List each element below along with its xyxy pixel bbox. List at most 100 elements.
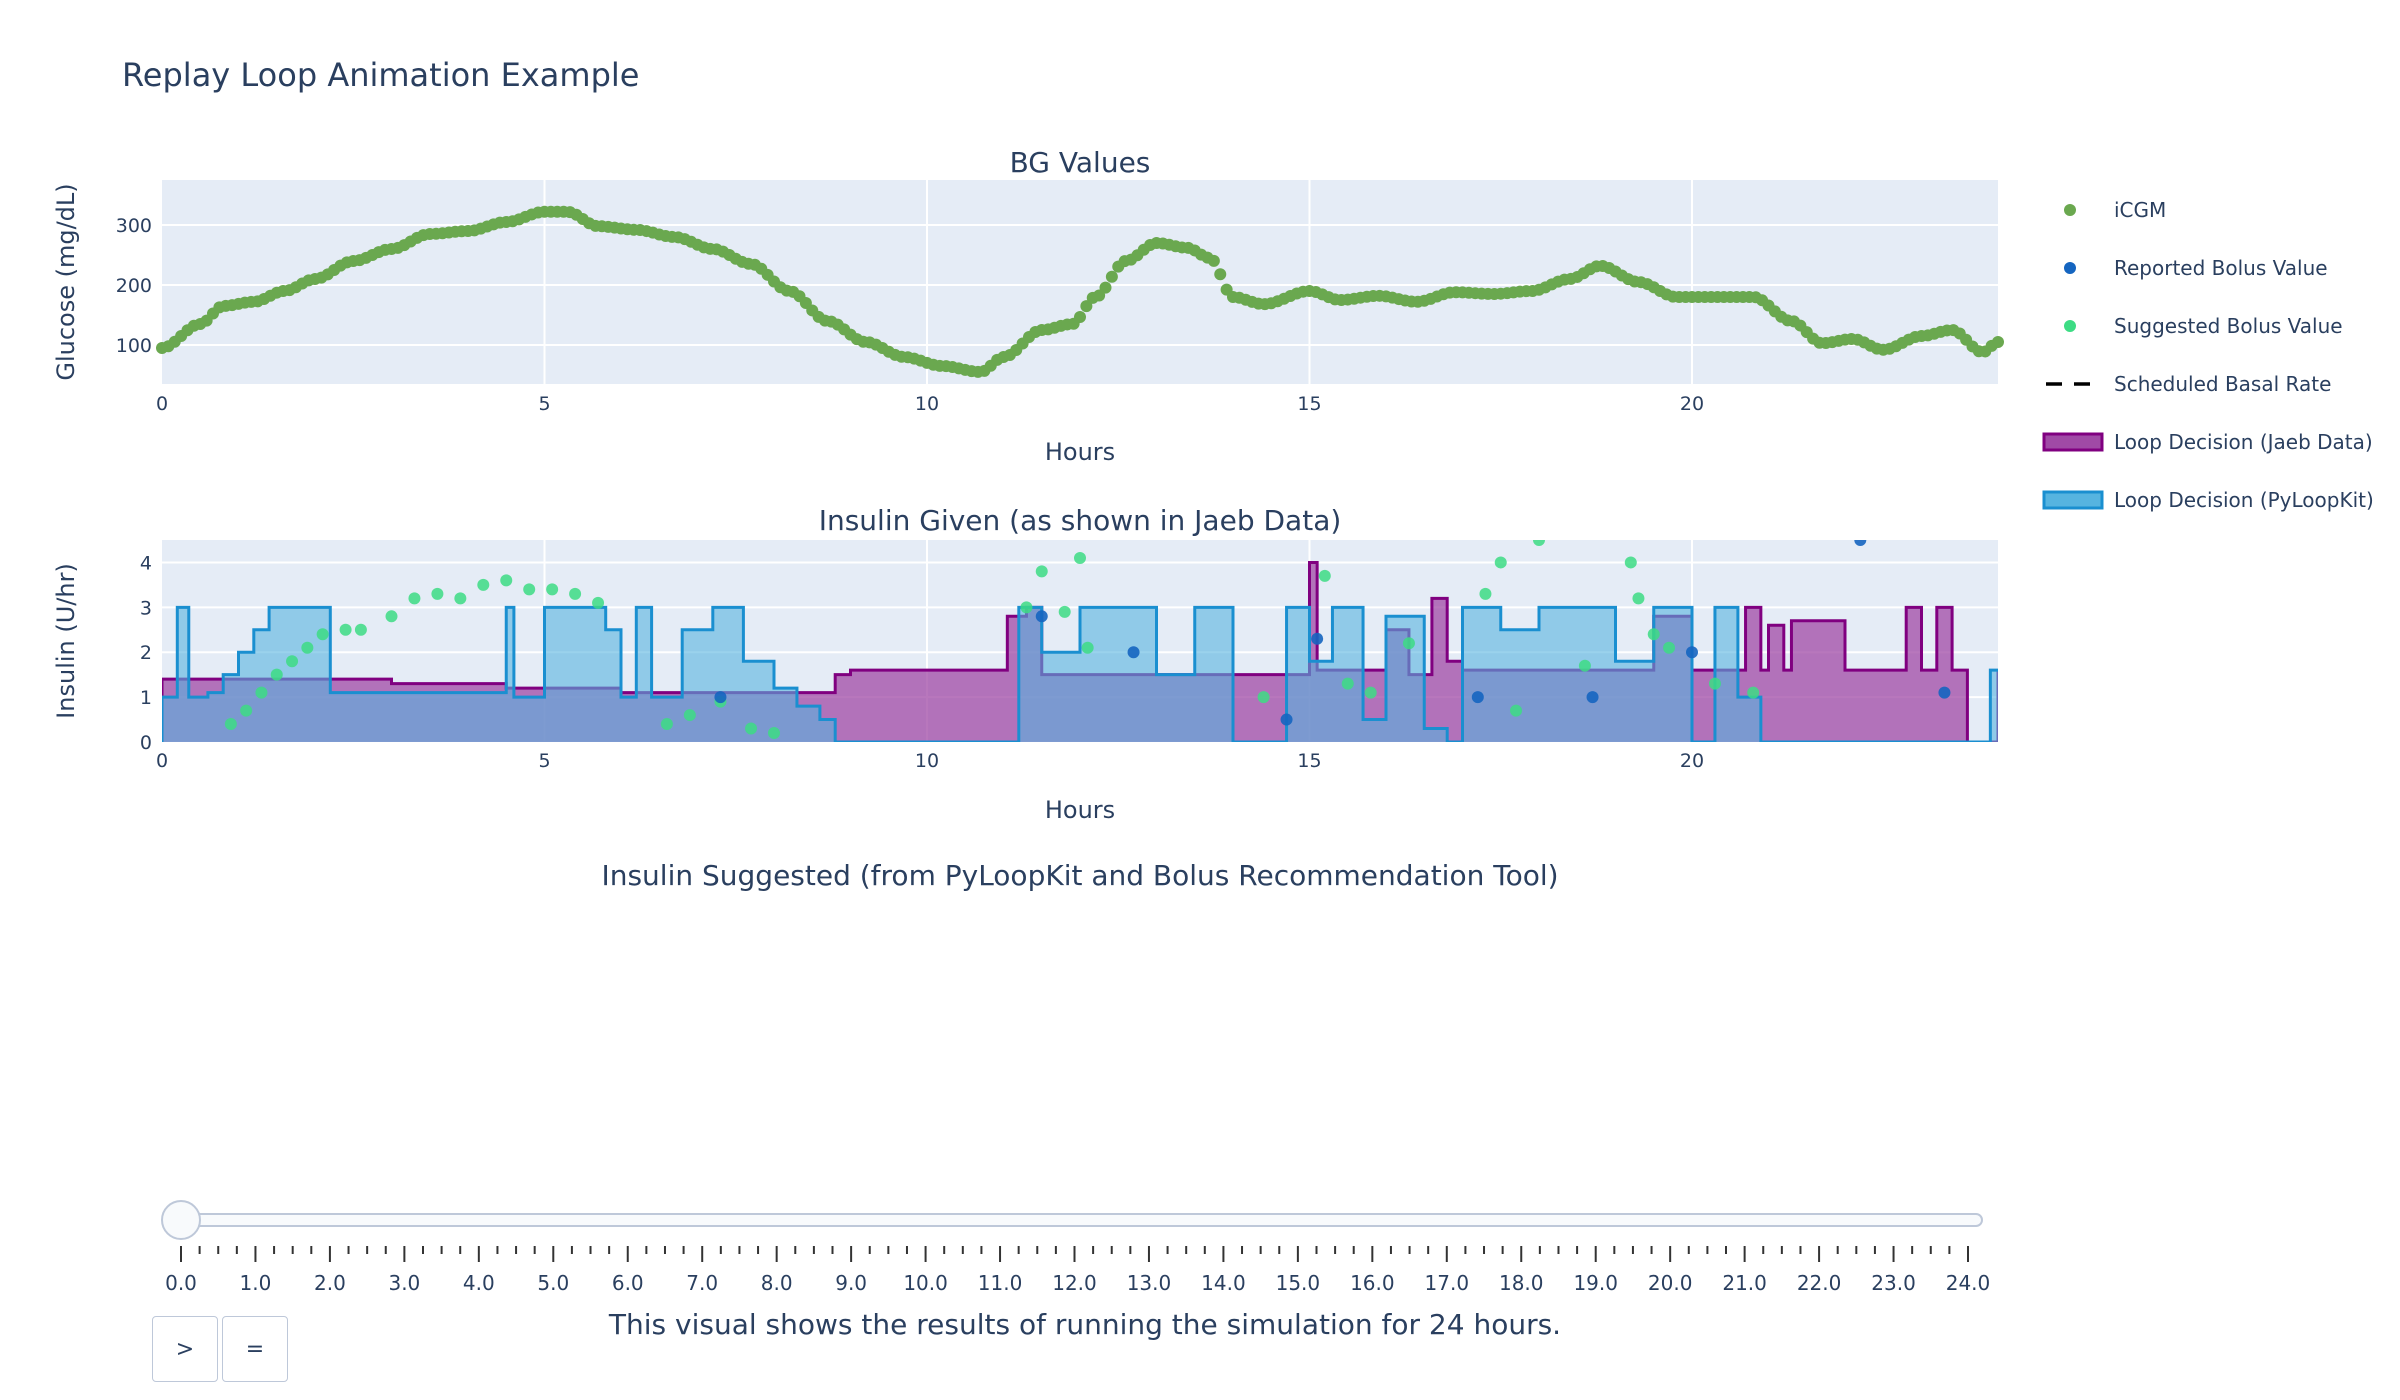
reported-bolus-point bbox=[1035, 610, 1048, 623]
suggested-bolus-point bbox=[286, 655, 299, 668]
slider-tick-label: 13.0 bbox=[1127, 1271, 1172, 1295]
suggested-bolus-point bbox=[431, 587, 444, 600]
suggested-bolus-point bbox=[1364, 686, 1377, 699]
y-tick-label: 1 bbox=[140, 687, 152, 709]
suggested-bolus-point bbox=[1318, 569, 1331, 582]
suggested-bolus-point bbox=[592, 596, 605, 609]
suggested-bolus-point bbox=[1632, 592, 1645, 605]
x-tick-label: 20 bbox=[1680, 750, 1704, 772]
suggested-bolus-point bbox=[1578, 659, 1591, 672]
suggested-bolus-point bbox=[745, 722, 758, 735]
suggested-bolus-point bbox=[1257, 691, 1270, 704]
pause-button[interactable]: = bbox=[222, 1316, 288, 1382]
suggested-bolus-point bbox=[546, 583, 559, 596]
legend-reported-marker bbox=[2064, 262, 2076, 274]
reported-bolus-point bbox=[714, 691, 727, 704]
suggested-bolus-point bbox=[339, 623, 352, 636]
x-tick-label: 15 bbox=[1297, 393, 1321, 415]
suggested-bolus-point bbox=[1020, 601, 1033, 614]
slider-tick-label: 21.0 bbox=[1722, 1271, 1767, 1295]
suggested-bolus-point bbox=[255, 686, 268, 699]
legend-item-label: Suggested Bolus Value bbox=[2114, 314, 2343, 338]
suggested-bolus-point bbox=[1663, 641, 1676, 654]
y-axis-label: Insulin (U/hr) bbox=[52, 563, 80, 719]
slider-handle[interactable] bbox=[161, 1200, 201, 1240]
y-tick-label: 4 bbox=[140, 552, 152, 574]
suggested-bolus-point bbox=[301, 641, 314, 654]
caption: This visual shows the results of running… bbox=[608, 1308, 1562, 1341]
slider-tick-label: 16.0 bbox=[1350, 1271, 1395, 1295]
x-tick-label: 0 bbox=[156, 750, 168, 772]
reported-bolus-point bbox=[1311, 632, 1324, 645]
x-tick-label: 20 bbox=[1680, 393, 1704, 415]
subplot-title: BG Values bbox=[1010, 146, 1151, 179]
slider-tick-label: 23.0 bbox=[1871, 1271, 1916, 1295]
y-tick-label: 2 bbox=[140, 642, 152, 664]
suggested-bolus-point bbox=[1708, 677, 1721, 690]
x-tick-label: 15 bbox=[1297, 750, 1321, 772]
suggested-bolus-point bbox=[1479, 587, 1492, 600]
x-axis-label: Hours bbox=[1045, 438, 1115, 466]
slider-tick-label: 8.0 bbox=[761, 1271, 793, 1295]
suggested-bolus-point bbox=[477, 578, 490, 591]
suggested-bolus-point bbox=[1058, 605, 1071, 618]
subplot-title: Insulin Given (as shown in Jaeb Data) bbox=[819, 504, 1342, 537]
suggested-bolus-point bbox=[1402, 637, 1415, 650]
suggested-bolus-point bbox=[1035, 565, 1048, 578]
legend-item-label: Loop Decision (Jaeb Data) bbox=[2114, 430, 2373, 454]
slider-tick-label: 4.0 bbox=[463, 1271, 495, 1295]
x-tick-label: 5 bbox=[538, 750, 550, 772]
slider-tick-label: 0.0 bbox=[165, 1271, 197, 1295]
slider-tick-label: 22.0 bbox=[1797, 1271, 1842, 1295]
slider-tick-label: 14.0 bbox=[1201, 1271, 1246, 1295]
slider-tick-label: 9.0 bbox=[835, 1271, 867, 1295]
x-tick-label: 10 bbox=[915, 393, 939, 415]
suggested-bolus-point bbox=[240, 704, 253, 717]
x-axis-label: Hours bbox=[1045, 796, 1115, 824]
reported-bolus-point bbox=[1586, 691, 1599, 704]
slider-tick-label: 15.0 bbox=[1276, 1271, 1321, 1295]
legend-jaeb-marker bbox=[2042, 432, 2104, 452]
suggested-bolus-point bbox=[1533, 540, 1545, 546]
slider-tick-label: 3.0 bbox=[388, 1271, 420, 1295]
reported-bolus-point bbox=[1686, 646, 1698, 659]
slider-tick-label: 7.0 bbox=[686, 1271, 718, 1295]
suggested-bolus-point bbox=[1624, 556, 1637, 569]
legend-pyloopkit-marker bbox=[2042, 490, 2104, 510]
suggested-bolus-point bbox=[500, 574, 513, 587]
subplot-title: Insulin Suggested (from PyLoopKit and Bo… bbox=[601, 859, 1558, 892]
icgm-point bbox=[1080, 300, 1093, 313]
icgm-point bbox=[1214, 268, 1227, 281]
slider-tick-label: 24.0 bbox=[1946, 1271, 1991, 1295]
suggested-bolus-point bbox=[270, 668, 283, 681]
legend-item-label: Scheduled Basal Rate bbox=[2114, 372, 2331, 396]
y-tick-label: 300 bbox=[116, 215, 152, 237]
suggested-bolus-point bbox=[768, 727, 780, 740]
legend-suggested-marker bbox=[2064, 320, 2076, 332]
suggested-bolus-point bbox=[354, 623, 367, 636]
legend-item-label: Reported Bolus Value bbox=[2114, 256, 2328, 280]
suggested-bolus-point bbox=[385, 610, 398, 623]
suggested-bolus-point bbox=[1747, 686, 1760, 699]
x-tick-label: 0 bbox=[156, 393, 168, 415]
slider-tick-label: 12.0 bbox=[1052, 1271, 1097, 1295]
legend-icgm-marker bbox=[2064, 204, 2076, 216]
suggested-bolus-point bbox=[523, 583, 536, 596]
suggested-bolus-point bbox=[683, 709, 696, 722]
y-tick-label: 200 bbox=[116, 275, 152, 297]
icgm-point bbox=[1074, 311, 1086, 323]
slider-tick-label: 19.0 bbox=[1573, 1271, 1618, 1295]
y-axis-label: Glucose (mg/dL) bbox=[52, 183, 80, 380]
slider-tick-label: 2.0 bbox=[314, 1271, 346, 1295]
suggested-bolus-point bbox=[1647, 628, 1660, 641]
slider-tick-label: 6.0 bbox=[612, 1271, 644, 1295]
y-tick-label: 3 bbox=[140, 597, 152, 619]
play-button[interactable]: > bbox=[152, 1316, 218, 1382]
slider-track[interactable] bbox=[169, 1213, 1983, 1227]
suggested-bolus-point bbox=[316, 628, 329, 641]
legend-item-label: Loop Decision (PyLoopKit) bbox=[2114, 488, 2374, 512]
reported-bolus-point bbox=[1471, 691, 1484, 704]
suggested-bolus-point bbox=[1510, 704, 1523, 717]
x-tick-label: 10 bbox=[915, 750, 939, 772]
